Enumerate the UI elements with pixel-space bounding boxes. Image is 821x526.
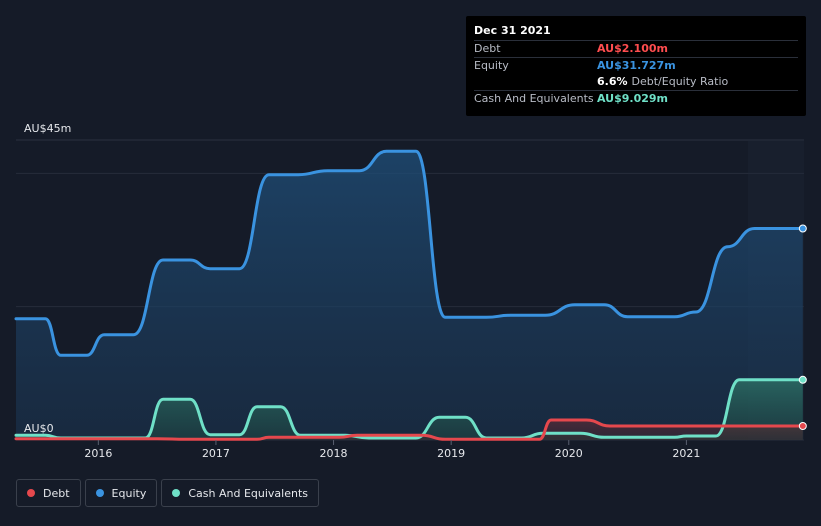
x-tick-label: 2017: [202, 447, 230, 460]
debt-dot-icon: [27, 489, 35, 497]
x-tick-label: 2020: [555, 447, 583, 460]
tooltip-debt-label: Debt: [474, 42, 501, 55]
x-tick-label: 2021: [672, 447, 700, 460]
equity-dot-icon: [95, 489, 104, 497]
series-areas: [16, 151, 803, 441]
tooltip-equity-label: Equity: [474, 59, 509, 72]
legend-item-equity[interactable]: Equity: [84, 479, 158, 507]
tooltip-date: Dec 31 2021: [474, 24, 551, 37]
tooltip-row-equity: Equity AU$31.727m: [474, 57, 798, 74]
legend-label-cash: Cash And Equivalents: [188, 486, 308, 500]
series-lines: [14, 149, 805, 441]
legend-label-equity: Equity: [111, 486, 147, 500]
tooltip-equity-value: AU$31.727m: [597, 59, 676, 72]
tooltip: Dec 31 2021 Debt AU$2.100m Equity AU$31.…: [466, 16, 806, 116]
x-axis-ticks: 2016 2017 2018 2019 2020 2021: [84, 440, 700, 460]
end-marker-equity: [798, 224, 807, 233]
legend-label-debt: Debt: [43, 486, 70, 500]
tooltip-cash-label: Cash And Equivalents: [474, 92, 594, 105]
end-marker-debt: [798, 422, 807, 430]
y-axis-top-label: AU$45m: [24, 122, 72, 135]
legend-item-cash[interactable]: Cash And Equivalents: [161, 479, 319, 507]
area-equity: [16, 151, 803, 441]
line-cash-and-equivalents: [14, 378, 805, 440]
x-tick-label: 2016: [84, 447, 112, 460]
area-debt: [16, 420, 803, 440]
x-tick-label: 2019: [437, 447, 465, 460]
tooltip-row-debt: Debt AU$2.100m: [474, 40, 798, 57]
series-end-markers: [798, 224, 807, 430]
end-marker-cash-and-equivalents: [798, 375, 807, 384]
x-tick-label: 2018: [320, 447, 348, 460]
tooltip-ratio-label: Debt/Equity Ratio: [631, 75, 729, 88]
tooltip-ratio-value: 6.6%: [597, 75, 628, 88]
line-equity: [14, 149, 805, 357]
tooltip-row-ratio: 6.6% Debt/Equity Ratio: [474, 74, 798, 90]
cash-dot-icon: [172, 489, 181, 497]
legend-item-debt[interactable]: Debt: [16, 479, 81, 507]
tooltip-debt-value: AU$2.100m: [597, 42, 669, 55]
tooltip-row-cash: Cash And Equivalents AU$9.029m: [474, 90, 798, 107]
tooltip-cash-value: AU$9.029m: [597, 92, 669, 105]
y-axis-bottom-label: AU$0: [24, 422, 54, 435]
legend: Debt Equity Cash And Equivalents: [16, 479, 319, 507]
line-debt: [14, 418, 805, 441]
